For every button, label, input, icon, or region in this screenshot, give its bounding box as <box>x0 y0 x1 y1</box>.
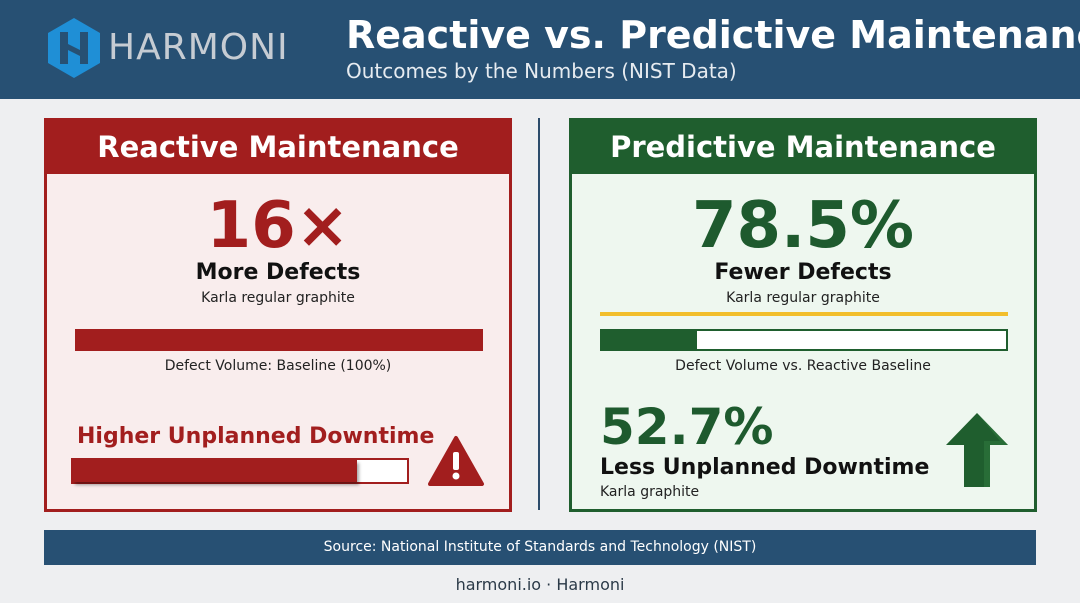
page-title: Reactive vs. Predictive Maintenance <box>346 13 1080 57</box>
footer-text: harmoni.io · Harmoni <box>455 575 625 594</box>
predictive-downtime-value: 52.7% <box>600 398 774 456</box>
reactive-panel: Reactive Maintenance 16× More Defects Ka… <box>44 118 512 512</box>
center-divider <box>538 118 540 510</box>
predictive-label: Fewer Defects <box>714 260 892 285</box>
reactive-defect-bar <box>75 329 483 351</box>
page-subtitle: Outcomes by the Numbers (NIST Data) <box>346 59 737 83</box>
predictive-sub: Karla regular graphite <box>726 290 880 306</box>
predictive-defect-bar <box>600 329 1008 351</box>
arrow-up-icon <box>946 413 1008 487</box>
predictive-bar-caption: Defect Volume vs. Reactive Baseline <box>675 358 931 374</box>
reactive-bar-caption: Defect Volume: Baseline (100%) <box>164 358 392 374</box>
reactive-label: More Defects <box>195 260 361 285</box>
warning-triangle-icon <box>428 436 484 486</box>
reactive-downtime-bar-fill <box>73 460 357 482</box>
reactive-big-value: 16× <box>206 189 350 263</box>
reactive-heading: Reactive Maintenance <box>47 121 509 174</box>
predictive-downtime-label: Less Unplanned Downtime <box>600 455 930 480</box>
reactive-sub: Karla regular graphite <box>201 290 355 306</box>
reactive-downtime-title: Higher Unplanned Downtime <box>77 424 435 449</box>
predictive-heading: Predictive Maintenance <box>572 121 1034 174</box>
yellow-accent-line <box>600 312 1008 316</box>
reactive-downtime-bar <box>71 458 409 484</box>
predictive-downtime-sub: Karla graphite <box>600 484 700 500</box>
header-banner: HARMONI Reactive vs. Predictive Maintena… <box>0 0 1080 99</box>
predictive-panel: Predictive Maintenance 78.5% Fewer Defec… <box>569 118 1037 512</box>
brand-name: HARMONI <box>108 27 289 68</box>
predictive-big-value: 78.5% <box>691 189 915 263</box>
harmoni-logo-icon <box>48 18 100 78</box>
source-band: Source: National Institute of Standards … <box>44 530 1036 565</box>
predictive-defect-bar-fill <box>602 331 697 349</box>
